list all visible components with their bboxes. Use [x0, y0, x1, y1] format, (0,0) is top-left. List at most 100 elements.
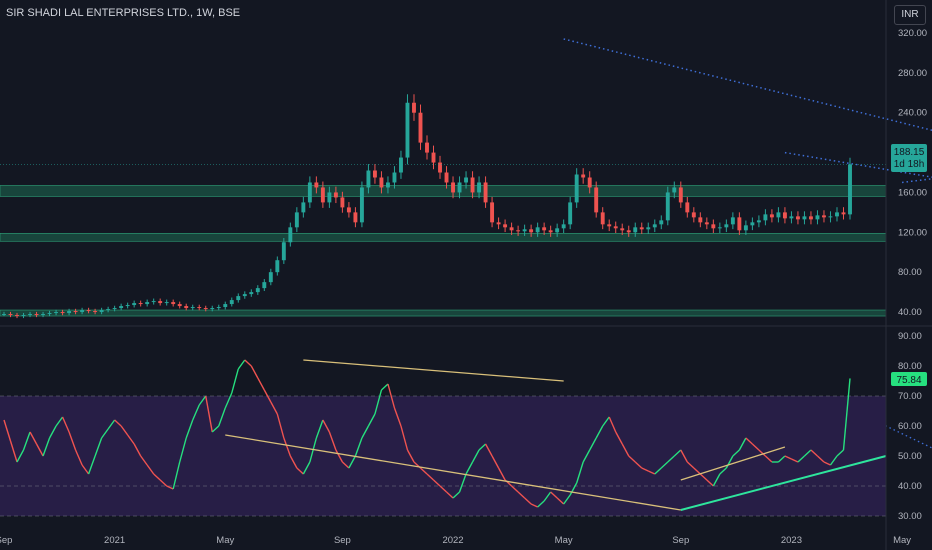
candle-body [80, 310, 85, 313]
candle-body [281, 242, 286, 261]
candle-body [717, 227, 722, 229]
rsi-segment [179, 437, 187, 463]
rsi-segment [777, 455, 786, 463]
rsi-trendline-4 [680, 446, 786, 481]
candle-body [34, 314, 39, 316]
candle-body [496, 222, 501, 225]
candle-body [8, 314, 13, 316]
candle-body [288, 227, 293, 243]
rsi-segment [211, 425, 220, 433]
rsi-segment [439, 485, 447, 493]
rsi-segment [433, 479, 441, 487]
candle-body [457, 182, 462, 193]
rsi-trendline-0 [225, 434, 681, 511]
rsi-segment [699, 473, 708, 481]
currency-button[interactable]: INR [894, 5, 926, 25]
rsi-segment [458, 473, 467, 493]
candle-body [236, 296, 241, 301]
rsi-tick-label: 80.00 [898, 361, 922, 372]
rsi-segment [289, 455, 298, 469]
rsi-segment [517, 491, 526, 499]
candle-body [503, 224, 508, 228]
rsi-segment [393, 407, 402, 427]
rsi-segment [576, 461, 584, 484]
price-tag-box [891, 144, 927, 172]
candle-body [750, 222, 755, 226]
candle-body [294, 212, 299, 228]
rsi-segment [94, 437, 103, 457]
candle-body [229, 300, 234, 305]
rsi-segment [446, 491, 454, 499]
candle-body [119, 306, 124, 309]
rsi-segment [361, 425, 370, 439]
candle-body [665, 192, 670, 221]
candle-body [789, 216, 794, 219]
candle-body [542, 227, 547, 231]
rsi-segment [74, 449, 83, 466]
candle-body [822, 215, 826, 218]
price-tick-label: 280.00 [898, 68, 927, 79]
candle-body [763, 214, 768, 221]
rsi-segment [647, 470, 656, 475]
candle-body [333, 192, 338, 198]
time-tick-label: May [216, 535, 234, 546]
candle-body [529, 229, 534, 233]
price-tick-label: 80.00 [898, 267, 922, 278]
candle-body [633, 227, 638, 233]
candle-body [145, 302, 150, 305]
rsi-segment [543, 491, 552, 502]
rsi-segment [9, 440, 18, 463]
rsi-segment [341, 461, 350, 469]
rsi-segment [159, 479, 168, 487]
candle-body [372, 170, 377, 178]
rsi-segment [465, 461, 474, 475]
rsi-segment [712, 473, 721, 487]
rsi-segment [823, 461, 831, 466]
rsi-segment [745, 437, 753, 445]
candle-body [490, 202, 495, 223]
rsi-segment [283, 437, 291, 457]
candle-body [724, 224, 729, 228]
rsi-segment [706, 479, 714, 487]
candle-body [555, 228, 560, 233]
candle-body [568, 202, 573, 225]
candle-body [301, 202, 306, 213]
rsi-tag-value: 75.84 [896, 375, 921, 386]
candle-body [164, 302, 169, 304]
rsi-segment [35, 443, 44, 457]
time-tick-label: Sep [0, 535, 12, 546]
candle-body [431, 152, 436, 163]
candle-body [223, 304, 228, 308]
rsi-segment [732, 449, 740, 457]
rsi-segment [3, 419, 12, 442]
rsi-segment [634, 461, 643, 469]
rsi-segment [257, 377, 265, 391]
rsi-segment [107, 419, 116, 430]
candle-body [477, 182, 482, 193]
rsi-tick-label: 30.00 [898, 511, 922, 522]
candle-body [112, 308, 117, 310]
candle-body [340, 197, 345, 208]
rsi-segment [602, 416, 610, 427]
rsi-segment [511, 485, 519, 493]
rsi-segment [452, 491, 461, 499]
candle-body [262, 282, 267, 289]
candle-body [646, 227, 651, 230]
candle-body [151, 301, 156, 303]
candle-body [106, 309, 111, 311]
price-tag-value: 188.15 [894, 147, 925, 158]
candle-body [366, 170, 371, 188]
rsi-trendline-2 [680, 455, 887, 511]
support-zone-0 [0, 185, 887, 197]
candle-body [177, 304, 182, 307]
candle-body [190, 307, 195, 309]
candle-body [704, 222, 709, 225]
rsi-segment [595, 425, 604, 439]
rsi-segment [582, 449, 591, 463]
candle-body [21, 315, 26, 317]
rsi-segment [406, 449, 415, 463]
rsi-segment [166, 485, 174, 490]
rsi-segment [133, 443, 142, 457]
time-tick-label: Sep [672, 535, 689, 546]
